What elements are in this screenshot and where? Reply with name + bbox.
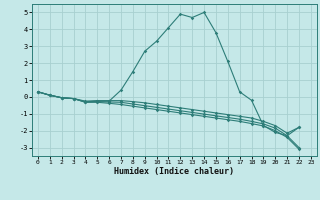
X-axis label: Humidex (Indice chaleur): Humidex (Indice chaleur) <box>115 167 234 176</box>
